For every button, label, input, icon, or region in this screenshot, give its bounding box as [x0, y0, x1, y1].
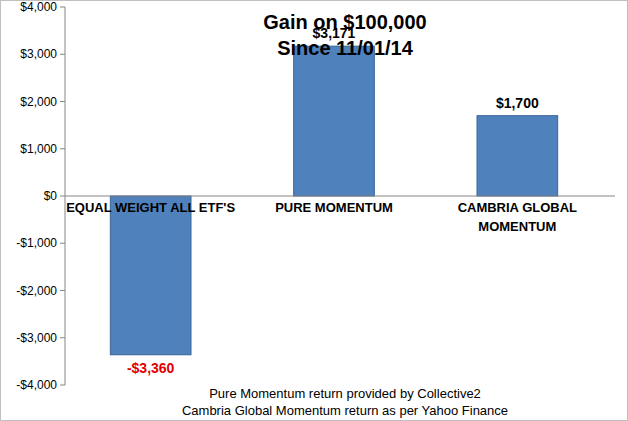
subtitle: Since 11/01/14	[277, 37, 414, 59]
zero-line	[65, 196, 615, 197]
category-label: EQUAL WEIGHT ALL ETF'S	[66, 200, 235, 215]
y-tick-label: $1,000	[20, 142, 57, 156]
y-tick-label: -$2,000	[16, 284, 57, 298]
bar	[110, 196, 191, 355]
y-tick	[60, 54, 65, 55]
bar	[477, 116, 558, 196]
data-label: $1,700	[496, 95, 539, 111]
footnote: Cambria Global Momentum return as per Ya…	[182, 403, 508, 418]
chart: -$4,000 -$3,000 -$2,000 -$1,000 $0 $1,000 $2,0…	[0, 0, 628, 421]
category-label: CAMBRIA GLOBAL MOMENTUM	[458, 200, 577, 234]
y-tick	[60, 385, 65, 386]
y-tick	[60, 148, 65, 149]
bar	[294, 46, 375, 196]
y-tick-label: -$3,000	[16, 331, 57, 345]
y-tick	[60, 101, 65, 102]
category-label: PURE MOMENTUM	[275, 200, 393, 215]
category-label-line: CAMBRIA GLOBAL	[458, 200, 577, 215]
background	[1, 1, 628, 421]
y-tick-label: -$1,000	[16, 236, 57, 250]
y-tick	[60, 196, 65, 197]
y-tick	[60, 290, 65, 291]
footnote: Pure Momentum return provided by Collect…	[209, 386, 481, 401]
category-label-line: MOMENTUM	[478, 219, 556, 234]
title: Gain on $100,000	[263, 11, 426, 33]
y-tick	[60, 243, 65, 244]
category-label-line: EQUAL WEIGHT ALL ETF'S	[66, 200, 235, 215]
y-tick-label: $3,000	[20, 47, 57, 61]
y-tick-label: $0	[44, 189, 58, 203]
y-tick-label: $4,000	[20, 0, 57, 14]
data-label: -$3,360	[127, 360, 175, 376]
category-label-line: PURE MOMENTUM	[275, 200, 393, 215]
y-tick	[60, 7, 65, 8]
y-tick-label: $2,000	[20, 95, 57, 109]
y-tick-label: -$4,000	[16, 378, 57, 392]
y-tick	[60, 337, 65, 338]
